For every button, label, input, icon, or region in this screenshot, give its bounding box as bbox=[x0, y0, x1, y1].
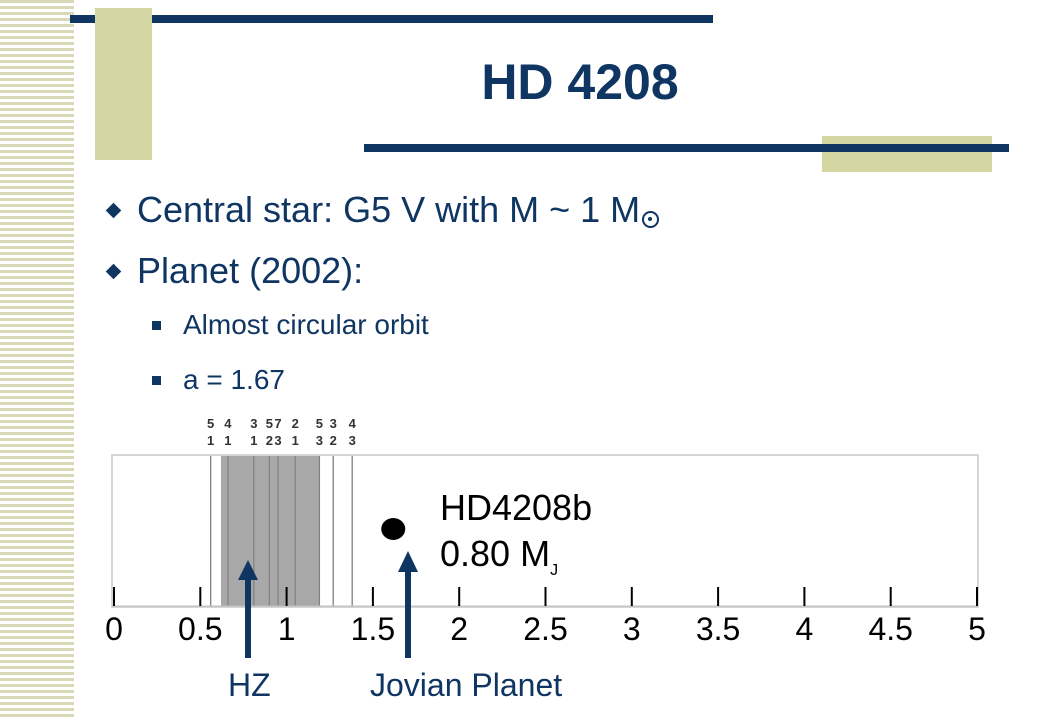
axis-tick-label: 3 bbox=[623, 611, 641, 647]
resonance-numerator: 2 bbox=[292, 416, 299, 431]
axis-tick-label: 2 bbox=[450, 611, 468, 647]
resonance-denominator: 1 bbox=[207, 433, 214, 448]
axis-tick-label: 0 bbox=[105, 611, 123, 647]
axis-tick-label: 1 bbox=[278, 611, 296, 647]
axis-tick-label: 3.5 bbox=[696, 611, 740, 647]
axis-tick-label: 5 bbox=[968, 611, 986, 647]
slide-title: HD 4208 bbox=[481, 54, 679, 110]
resonance-numerator: 5 bbox=[266, 416, 273, 431]
resonance-denominator: 3 bbox=[349, 433, 356, 448]
square-bullet-icon bbox=[152, 320, 161, 330]
axis-tick-label: 1.5 bbox=[351, 611, 395, 647]
resonance-denominator: 3 bbox=[316, 433, 323, 448]
axis-tick-label: 2.5 bbox=[523, 611, 567, 647]
resonance-numerator: 3 bbox=[250, 416, 257, 431]
resonance-denominator: 1 bbox=[224, 433, 231, 448]
resonance-numerator: 7 bbox=[274, 416, 281, 431]
left-stripe-decoration bbox=[0, 0, 74, 720]
jovian-arrow bbox=[398, 551, 418, 658]
resonance-numerator: 5 bbox=[316, 416, 323, 431]
bullet-text: Central star: G5 V with M ~ 1 M bbox=[137, 189, 641, 230]
sun-icon bbox=[642, 210, 660, 228]
bottom-right-accent-block bbox=[822, 136, 992, 172]
planet-name: HD4208b bbox=[440, 487, 592, 528]
hz-label: HZ bbox=[228, 667, 271, 703]
resonance-denominator: 2 bbox=[266, 433, 273, 448]
bullet-central-star: Central star: G5 V with M ~ 1 M bbox=[105, 189, 660, 231]
jovian-planet-label: Jovian Planet bbox=[370, 667, 563, 703]
resonance-numerator: 4 bbox=[224, 416, 232, 431]
resonance-numerator: 5 bbox=[207, 416, 214, 431]
resonance-numerator: 3 bbox=[330, 416, 337, 431]
sub-bullet-text: a = 1.67 bbox=[183, 364, 285, 395]
resonance-denominator: 3 bbox=[274, 433, 281, 448]
axis-tick-label: 4.5 bbox=[868, 611, 912, 647]
sub-bullet-text: Almost circular orbit bbox=[183, 309, 429, 340]
planet-mass: 0.80 MJ bbox=[440, 533, 558, 579]
resonance-denominator: 1 bbox=[250, 433, 257, 448]
resonance-numerator: 4 bbox=[349, 416, 357, 431]
top-title-rule bbox=[70, 15, 713, 23]
sub-bullet-semimajor-axis: a = 1.67 bbox=[152, 364, 285, 396]
habitable-zone-band bbox=[221, 456, 320, 606]
top-left-accent-block bbox=[95, 8, 152, 160]
bottom-title-rule bbox=[364, 144, 1009, 152]
sub-bullet-orbit: Almost circular orbit bbox=[152, 309, 429, 341]
bullet-planet: Planet (2002): bbox=[105, 250, 364, 292]
square-bullet-icon bbox=[152, 375, 161, 385]
axis-tick-label: 0.5 bbox=[178, 611, 222, 647]
resonance-denominator: 2 bbox=[330, 433, 337, 448]
bullet-text: Planet (2002): bbox=[137, 250, 364, 291]
hz-arrow bbox=[238, 560, 258, 658]
axis-tick-label: 4 bbox=[796, 611, 814, 647]
planet-dot bbox=[381, 518, 406, 540]
resonance-denominator: 1 bbox=[292, 433, 299, 448]
